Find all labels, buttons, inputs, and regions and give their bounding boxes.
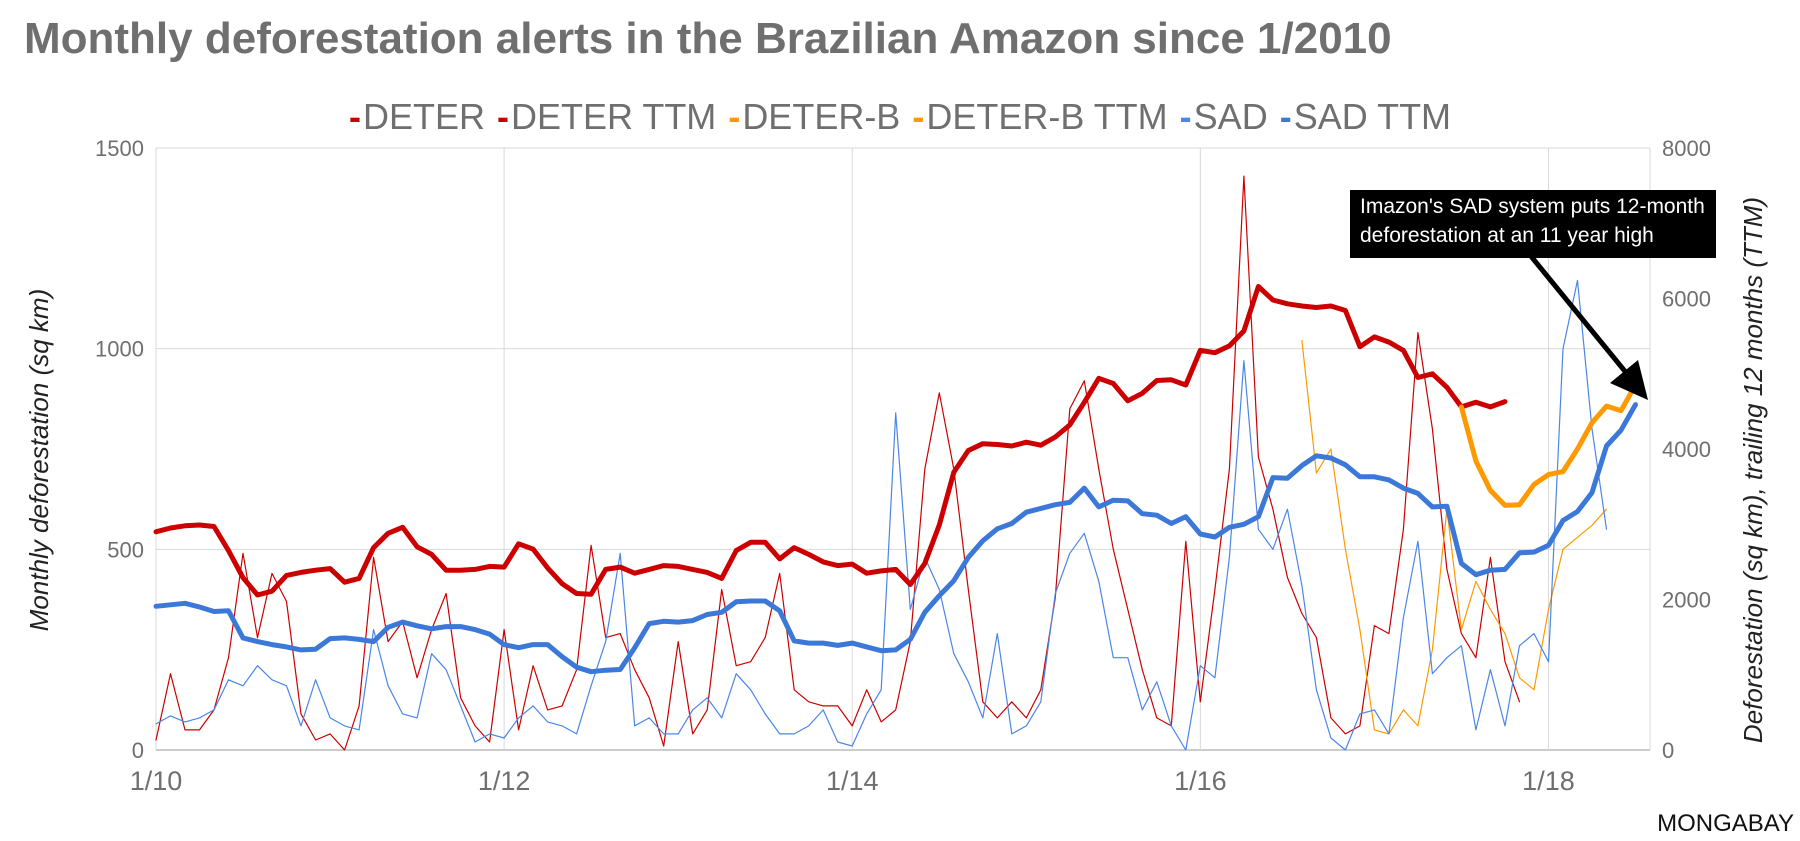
- x-tick: 1/14: [826, 766, 879, 796]
- series-sad-ttm: [153, 402, 1638, 675]
- y-axis-label-left: Monthly deforestation (sq km): [24, 289, 54, 631]
- x-tick: 1/18: [1522, 766, 1575, 796]
- y-tick-right: 8000: [1662, 136, 1711, 161]
- legend-swatch: -: [912, 96, 925, 137]
- legend-label: DETER: [362, 96, 485, 137]
- legend-swatch: -: [496, 96, 509, 137]
- legend-item: -DETER-B TTM: [912, 96, 1167, 138]
- legend-label: DETER-B TTM: [926, 96, 1168, 137]
- y-tick-left: 0: [132, 738, 144, 763]
- x-tick: 1/10: [130, 766, 183, 796]
- y-tick-left: 1500: [95, 136, 144, 161]
- grid-lines: [155, 147, 1651, 751]
- series-deter-b-ttm: [1458, 382, 1638, 508]
- x-tick: 1/12: [478, 766, 531, 796]
- chart-legend: -DETER -DETER TTM -DETER-B -DETER-B TTM -SAD…: [0, 96, 1800, 138]
- y-tick-left: 500: [107, 537, 144, 562]
- legend-swatch: -: [348, 96, 361, 137]
- legend-swatch: -: [1179, 96, 1192, 137]
- legend-swatch: -: [728, 96, 741, 137]
- y-tick-right: 6000: [1662, 287, 1711, 312]
- legend-item: -DETER TTM: [497, 96, 716, 138]
- series-sad: [155, 279, 1608, 751]
- legend-swatch: -: [1279, 96, 1292, 137]
- source-credit: MONGABAY: [1657, 810, 1794, 837]
- legend-item: -SAD TTM: [1280, 96, 1451, 138]
- y-axis-label-right: Deforestation (sq km), trailing 12 month…: [1738, 197, 1768, 743]
- y-tick-right: 2000: [1662, 588, 1711, 613]
- legend-label: DETER-B: [742, 96, 901, 137]
- x-tick: 1/16: [1174, 766, 1227, 796]
- callout-arrow: [1528, 253, 1648, 400]
- y-tick-left: 1000: [95, 337, 144, 362]
- series-deter-ttm: [153, 284, 1508, 598]
- legend-item: -DETER-B: [728, 96, 900, 138]
- legend-item: -SAD: [1180, 96, 1268, 138]
- legend-label: DETER TTM: [510, 96, 717, 137]
- axis-ticks: 0 500 1000 1500 0 2000 4000 6000 8000 1/10 1/12 1/1…: [95, 136, 1711, 796]
- annotation-callout: Imazon's SAD system puts 12-month defore…: [1350, 190, 1716, 258]
- series-deter-b: [1301, 340, 1608, 735]
- series-lines: [153, 175, 1638, 751]
- y-tick-right: 4000: [1662, 437, 1711, 462]
- legend-label: SAD TTM: [1293, 96, 1452, 137]
- chart-title: Monthly deforestation alerts in the Braz…: [24, 14, 1392, 63]
- legend-item: -DETER: [349, 96, 485, 138]
- legend-label: SAD: [1193, 96, 1268, 137]
- series-deter: [155, 175, 1521, 751]
- y-tick-right: 0: [1662, 738, 1674, 763]
